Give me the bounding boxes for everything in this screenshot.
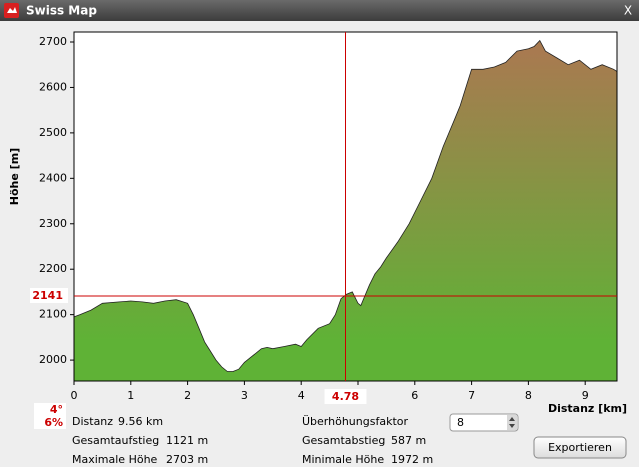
stat-value: 1121 m (166, 434, 208, 447)
stat-value: 587 m (391, 434, 426, 447)
combobox-arrows[interactable] (507, 415, 517, 430)
y-tick-label: 2200 (39, 262, 67, 275)
y-tick-label: 2400 (39, 171, 67, 184)
cursor-x-label: 4.78 (332, 390, 359, 403)
slope-box (34, 403, 66, 429)
profile-line (73, 39, 618, 372)
close-button[interactable]: X (624, 4, 632, 18)
combobox-value: 8 (457, 416, 464, 429)
stat-value: 9.56 km (118, 415, 163, 428)
combobox-arrow-icon (509, 417, 515, 428)
stat-label: Gesamtaufstieg (72, 434, 159, 447)
x-tick-label: 0 (71, 389, 78, 402)
export-button-label: Exportieren (548, 441, 612, 454)
cursor-y-box (30, 288, 68, 304)
cursor-y-label: 2141 (32, 289, 63, 302)
stat-label: Überhöhungsfaktor (302, 415, 408, 428)
y-axis-label: Höhe [m] (8, 148, 21, 205)
x-tick-label: 3 (241, 389, 248, 402)
stat-value: 1972 m (391, 453, 433, 466)
x-tick-label: 7 (468, 389, 475, 402)
slope-degree: 4° (50, 403, 63, 416)
stat-label: Gesamtabstieg (302, 434, 385, 447)
y-tick-label: 2600 (39, 80, 67, 93)
stats: Distanz 9.56 km Gesamtaufstieg 1121 m Ma… (72, 413, 627, 466)
y-tick-label: 2100 (39, 308, 67, 321)
title-bar (0, 0, 639, 21)
export-button[interactable] (533, 436, 627, 459)
chart: 2000210022002300240025002600270001234567… (8, 31, 627, 429)
x-tick-label: 8 (525, 389, 532, 402)
x-tick-label: 2 (184, 389, 191, 402)
y-tick-label: 2700 (39, 35, 67, 48)
x-tick-label: 1 (127, 389, 134, 402)
x-tick-label: 6 (411, 389, 418, 402)
x-tick-label: 9 (582, 389, 589, 402)
stat-label: Distanz (72, 415, 113, 428)
y-tick-label: 2500 (39, 126, 67, 139)
cursor-x-box (324, 389, 367, 404)
app-icon-glyph (7, 7, 17, 13)
x-tick-label: 4 (298, 389, 305, 402)
slope-percent: 6% (44, 416, 63, 429)
stat-label: Maximale Höhe (72, 453, 158, 466)
factor-combobox[interactable] (449, 413, 519, 432)
y-tick-label: 2000 (39, 353, 67, 366)
stat-label: Minimale Höhe (302, 453, 384, 466)
window-title: Swiss Map (26, 4, 97, 18)
x-axis-label: Distanz [km] (548, 402, 627, 415)
stat-value: 2703 m (166, 453, 208, 466)
y-tick-label: 2300 (39, 217, 67, 230)
